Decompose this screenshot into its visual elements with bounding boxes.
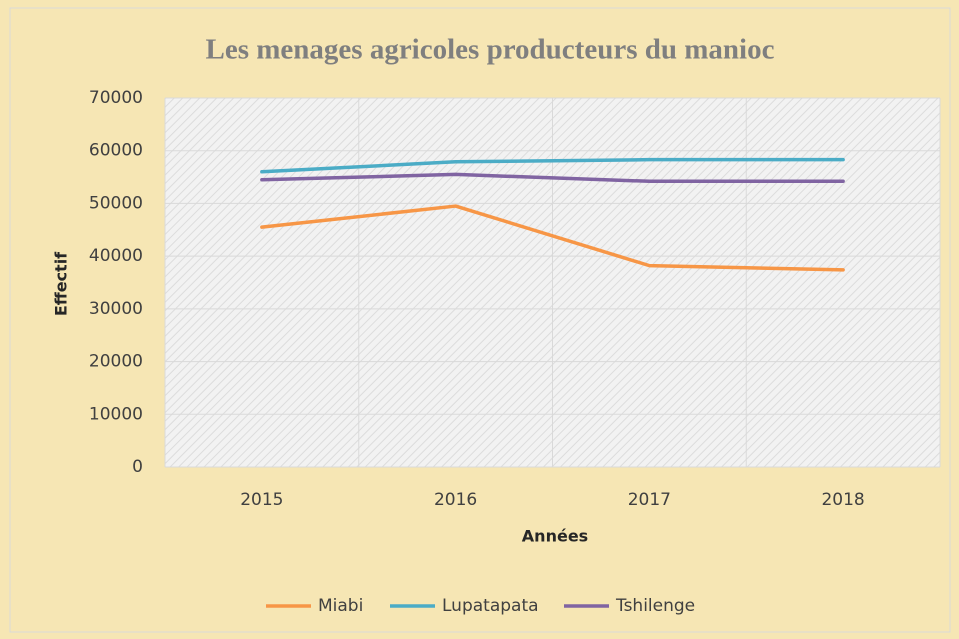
x-axis-title: Années — [522, 527, 588, 546]
chart-title: Les menages agricoles producteurs du man… — [206, 34, 775, 66]
line-series — [260, 172, 845, 184]
x-tick-label: 2016 — [434, 490, 477, 510]
y-tick-label: 10000 — [89, 404, 143, 424]
legend-label: Tshilenge — [615, 596, 695, 616]
y-tick-label: 20000 — [89, 352, 143, 372]
line-series — [260, 157, 845, 174]
legend-label: Miabi — [318, 596, 363, 616]
line-series — [260, 204, 845, 272]
y-tick-label: 40000 — [89, 246, 143, 266]
y-tick-label: 70000 — [89, 88, 143, 108]
y-tick-label: 0 — [132, 457, 143, 477]
x-tick-label: 2017 — [628, 490, 671, 510]
x-tick-label: 2018 — [821, 490, 864, 510]
y-tick-label: 30000 — [89, 299, 143, 319]
y-tick-label: 50000 — [89, 193, 143, 213]
y-tick-label: 60000 — [89, 141, 143, 161]
y-axis-title: Effectif — [52, 251, 71, 316]
x-tick-label: 2015 — [240, 490, 283, 510]
chart-border — [9, 7, 951, 633]
legend-label: Lupatapata — [442, 596, 539, 616]
